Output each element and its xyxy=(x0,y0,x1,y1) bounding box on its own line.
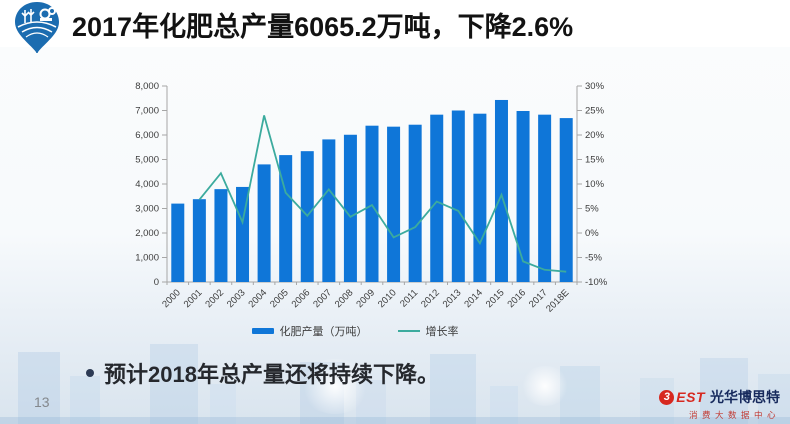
bar-2010 xyxy=(387,126,401,282)
right-axis-tick-label: 10% xyxy=(585,179,605,190)
bar-2012 xyxy=(430,114,444,282)
bar-2011 xyxy=(408,124,422,283)
brand-circle-icon: 3 xyxy=(659,389,675,405)
right-axis-tick-label: 20% xyxy=(585,130,605,141)
bar-2009 xyxy=(365,125,379,282)
left-axis-tick-label: 5,000 xyxy=(135,155,159,166)
brand-name-cn: 光华博思特 xyxy=(710,389,780,405)
x-axis-category-label: 2009 xyxy=(354,287,377,310)
bar-2005 xyxy=(279,155,293,282)
bar-2013 xyxy=(451,110,465,282)
right-axis-tick-label: 5% xyxy=(585,204,599,215)
legend-label-production: 化肥产量（万吨） xyxy=(279,326,368,338)
right-axis-tick-label: 25% xyxy=(585,106,605,117)
bar-2000 xyxy=(171,203,185,282)
bar-2008 xyxy=(343,134,357,282)
bar-series-swatch-icon xyxy=(251,328,274,334)
line-series-swatch-icon xyxy=(397,330,420,332)
right-axis-tick-label: 0% xyxy=(585,228,599,239)
bar-2002 xyxy=(214,189,228,282)
left-axis-tick-label: 2,000 xyxy=(135,228,159,239)
x-axis-category-label: 2016 xyxy=(505,287,528,310)
x-axis-category-label: 2013 xyxy=(441,287,464,310)
bar-2017 xyxy=(538,114,552,282)
x-axis-category-label: 2004 xyxy=(246,287,269,310)
bullet-dot-icon xyxy=(86,369,94,377)
brand-logo: 3 EST 光华博思特 消费大数据中心 xyxy=(659,387,780,421)
bar-2003 xyxy=(236,186,250,282)
x-axis-category-label: 2015 xyxy=(484,287,507,310)
takeaway-bullet: 预计2018年总产量还将持续下降。 xyxy=(86,357,439,389)
left-axis-tick-label: 8,000 xyxy=(135,81,159,92)
legend-item-growth: 增长率 xyxy=(397,323,459,339)
right-axis-tick-label: 15% xyxy=(585,155,605,166)
left-axis-tick-label: 1,000 xyxy=(135,253,159,264)
x-axis-category-label: 2006 xyxy=(290,287,313,310)
brand-subtitle: 消费大数据中心 xyxy=(688,410,780,420)
growth-rate-line xyxy=(198,115,567,273)
brand-best-text: EST xyxy=(676,389,705,405)
chart-legend: 化肥产量（万吨） 增长率 xyxy=(90,323,620,339)
x-axis-category-label: 2001 xyxy=(182,287,205,310)
right-axis-tick-label: 30% xyxy=(585,81,605,92)
x-axis-category-label: 2003 xyxy=(225,287,248,310)
x-axis-category-label: 2018E xyxy=(544,287,571,314)
left-axis-tick-label: 3,000 xyxy=(135,204,159,215)
x-axis-category-label: 2008 xyxy=(333,287,356,310)
bar-2016 xyxy=(516,110,530,283)
right-axis-tick-label: -5% xyxy=(585,253,602,264)
bar-2014 xyxy=(473,113,487,282)
legend-item-production: 化肥产量（万吨） xyxy=(251,323,368,339)
page-number: 13 xyxy=(34,394,50,410)
x-axis-category-label: 2002 xyxy=(203,287,226,310)
legend-label-growth: 增长率 xyxy=(425,326,459,338)
x-axis-category-label: 2010 xyxy=(376,287,399,310)
page-title: 2017年化肥总产量6065.2万吨，下降2.6% xyxy=(72,12,574,42)
takeaway-text: 预计2018年总产量还将持续下降。 xyxy=(104,362,439,387)
x-axis-category-label: 2014 xyxy=(462,287,485,310)
left-axis-tick-label: 0 xyxy=(154,277,159,288)
chart-canvas: 8,000 7,000 6,000 5,000 4,000 3,000 2,000 1,000… xyxy=(135,81,608,315)
bar-2004 xyxy=(257,164,271,282)
right-axis-tick-label: -10% xyxy=(585,277,608,288)
x-axis-category-label: 2007 xyxy=(311,287,334,310)
left-axis-tick-label: 4,000 xyxy=(135,179,159,190)
bar-2018E xyxy=(559,118,573,282)
slide-header: 2017年化肥总产量6065.2万吨，下降2.6% xyxy=(0,0,790,47)
x-axis-category-label: 2005 xyxy=(268,287,291,310)
fertilizer-production-chart: 8,000 7,000 6,000 5,000 4,000 3,000 2,000 1,000… xyxy=(90,80,620,325)
bar-2015 xyxy=(494,99,508,282)
left-axis-tick-label: 7,000 xyxy=(135,106,159,117)
bar-2001 xyxy=(192,199,206,282)
x-axis-category-label: 2011 xyxy=(398,287,420,309)
bar-2007 xyxy=(322,139,336,282)
x-axis-category-label: 2012 xyxy=(419,287,442,310)
left-axis-tick-label: 6,000 xyxy=(135,130,159,141)
x-axis-category-label: 2000 xyxy=(160,287,183,310)
agriculture-pin-icon xyxy=(15,2,59,53)
